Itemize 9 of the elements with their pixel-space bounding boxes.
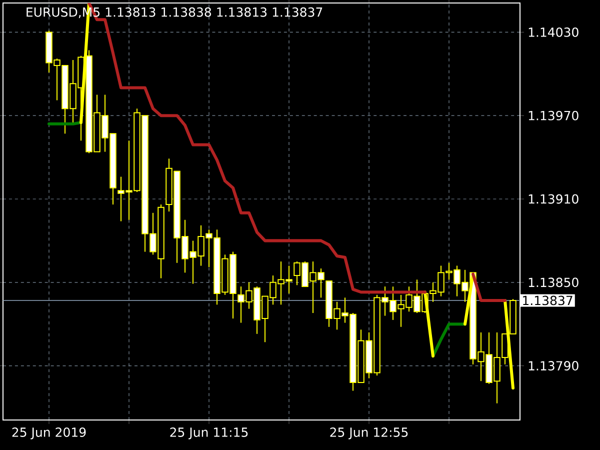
- y-tick-label: 1.14030: [528, 27, 578, 37]
- x-tick-label: 25 Jun 12:55: [330, 428, 408, 440]
- y-tick-label: 1.13970: [528, 110, 578, 120]
- x-tick-label: 25 Jun 11:15: [170, 428, 248, 440]
- x-tick-label: 25 Jun 2019: [12, 428, 86, 440]
- y-tick-label: 1.13850: [528, 278, 578, 288]
- y-tick-label: 1.13910: [528, 194, 578, 204]
- y-tick-label: 1.13790: [528, 361, 578, 371]
- ref-line-label: 1.13837: [523, 296, 572, 306]
